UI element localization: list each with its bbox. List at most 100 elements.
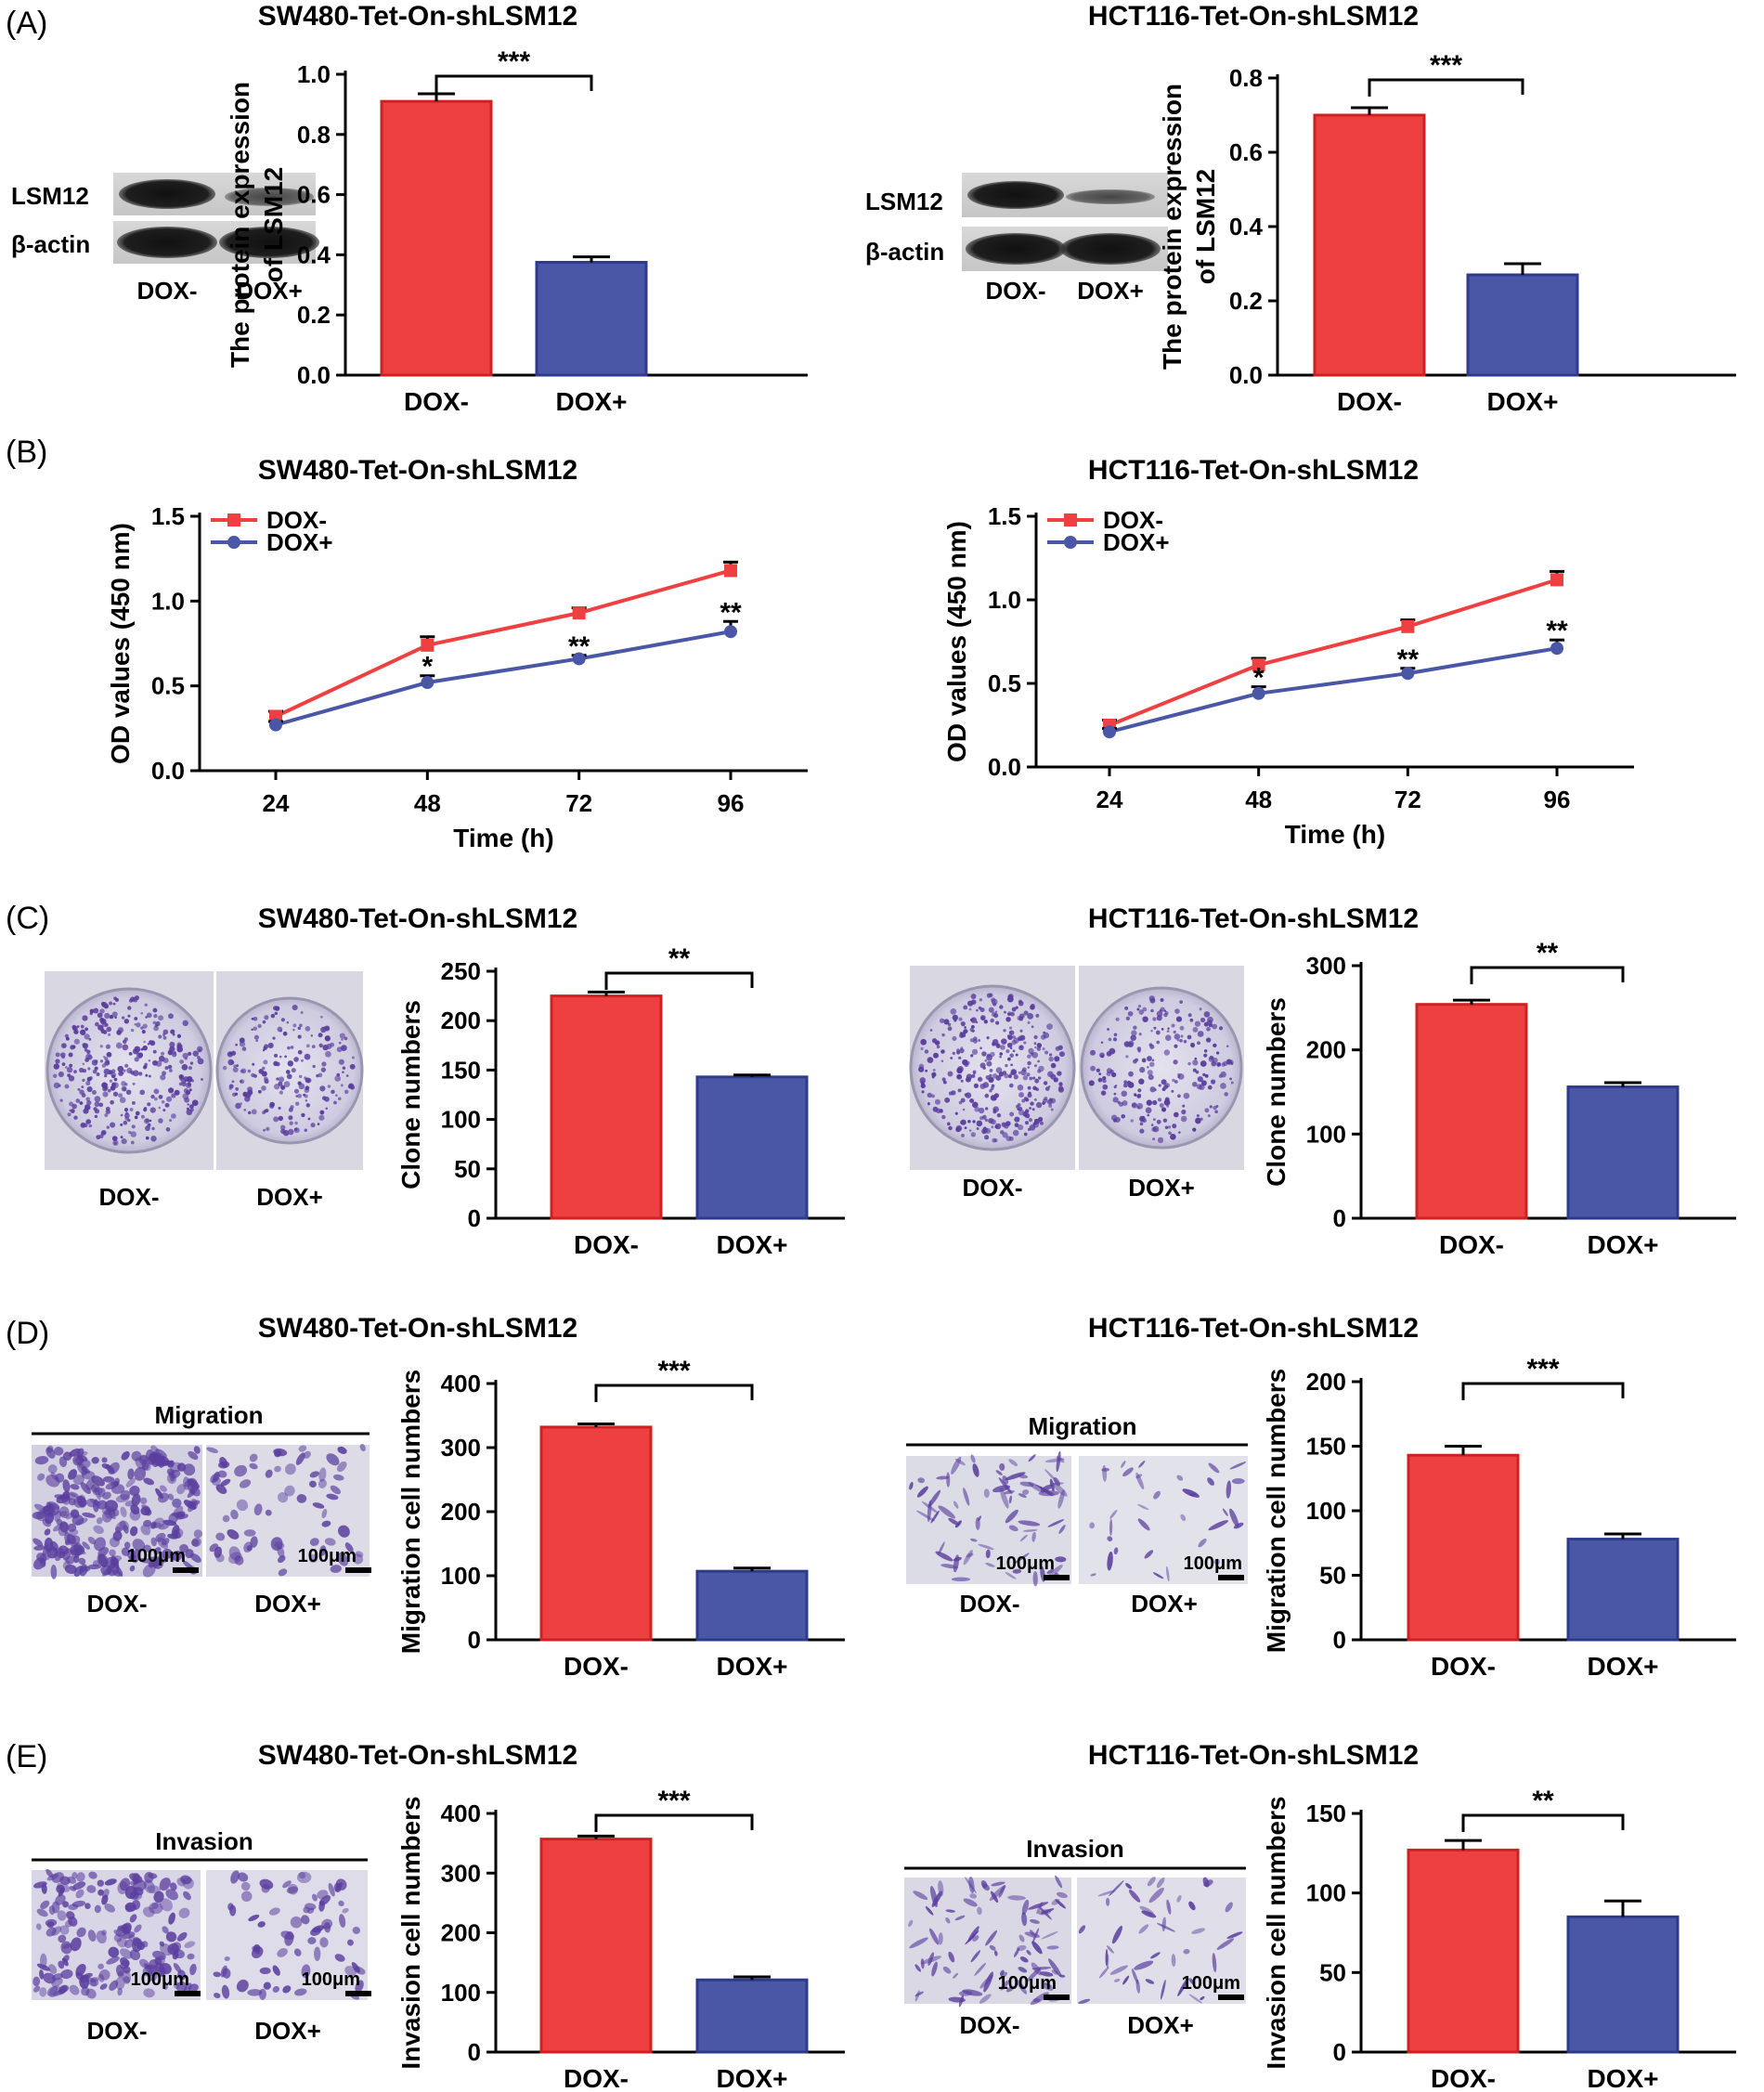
stained-cell	[1012, 1568, 1022, 1574]
stained-cell	[963, 1898, 978, 1907]
colony-dot	[187, 1103, 189, 1106]
y-tick-label: 0.2	[1229, 287, 1263, 315]
colony-dot	[1212, 1023, 1218, 1030]
colony-dot	[1018, 1035, 1023, 1042]
stained-cell	[75, 1963, 86, 1976]
stained-cell	[162, 1519, 177, 1527]
stained-cell	[80, 1566, 91, 1572]
stained-cell	[1121, 1461, 1126, 1468]
colony-dot	[266, 1126, 270, 1132]
colony-dot	[970, 994, 977, 999]
y-tick-label: 0.4	[297, 240, 331, 268]
colony-dot	[160, 1074, 166, 1081]
stained-cell	[40, 1900, 50, 1910]
colony-dot	[1156, 1119, 1161, 1124]
stained-cell	[1055, 1875, 1063, 1889]
stained-cell	[129, 1526, 138, 1537]
colony-dot	[70, 1109, 75, 1113]
colony-dot	[984, 1093, 990, 1098]
colony-dot	[164, 1102, 170, 1108]
colony-dot	[1189, 1018, 1194, 1022]
colony-dot	[1195, 1117, 1201, 1124]
stained-cell	[334, 1882, 343, 1892]
significance-label: **	[1546, 616, 1568, 646]
colony-dot	[1008, 1031, 1012, 1034]
blot-label-actin: β-actin	[11, 230, 90, 258]
stained-cell	[1113, 1547, 1119, 1555]
stained-cell	[1057, 1489, 1065, 1509]
cell-stain	[213, 1870, 366, 2000]
bar-dox-minus	[1313, 113, 1426, 377]
stained-cell	[142, 1906, 155, 1917]
colony-dot	[242, 1091, 249, 1098]
y-axis-label: Clone numbers	[396, 1000, 425, 1189]
y-tick-label: 100	[1306, 1879, 1346, 1907]
colony-dot	[301, 1059, 304, 1062]
y-tick-label: 100	[1306, 1497, 1346, 1525]
colony-dot	[1048, 1103, 1053, 1109]
colony-dot	[1153, 1118, 1156, 1122]
colony-dot	[182, 1020, 188, 1027]
y-tick-label: 0.4	[1229, 213, 1264, 240]
stained-cell	[229, 1904, 237, 1917]
colony-dot	[263, 1059, 268, 1065]
colony-dot	[188, 1088, 192, 1092]
colony-dot	[1009, 1111, 1015, 1117]
colony-dot	[947, 1022, 952, 1027]
y-axis-label: OD values (450 nm)	[106, 523, 135, 764]
stained-cell	[220, 1965, 227, 1978]
colony-dot	[152, 1007, 158, 1013]
stained-cell	[958, 1995, 965, 2008]
colony-dot	[168, 1013, 174, 1020]
stained-cell	[928, 1928, 940, 1945]
colony-dot	[1113, 1092, 1117, 1096]
colony-dot	[98, 1134, 104, 1139]
colony-dot	[1044, 1050, 1049, 1055]
stained-cell	[954, 1915, 966, 1921]
x-axis-label: Time (h)	[453, 824, 553, 852]
colony-dot	[117, 1065, 124, 1072]
colony-dot	[280, 1128, 286, 1135]
colony-dot	[1194, 1057, 1198, 1060]
colony-dot	[1187, 1034, 1192, 1040]
colony-dot	[65, 1066, 68, 1069]
colony-dot	[170, 1029, 175, 1034]
colony-dot	[105, 1044, 111, 1049]
western-blot-right: LSM12 β-actin DOX- DOX+	[865, 173, 1168, 305]
colony-dot	[267, 1042, 274, 1048]
stained-cell	[129, 1486, 140, 1497]
colony-dot	[1202, 1072, 1206, 1077]
x-tick-label: 96	[1544, 786, 1571, 813]
colony-dot	[162, 1058, 169, 1063]
colony-dot	[297, 1093, 303, 1098]
stained-cell	[59, 1925, 70, 1935]
stained-cell	[97, 1889, 104, 1896]
colony-dot	[153, 1025, 160, 1032]
colony-dot	[82, 1069, 86, 1073]
stained-cell	[64, 1564, 77, 1574]
stained-cell	[1180, 1514, 1187, 1522]
colony-dot	[122, 1044, 129, 1051]
stained-cell	[221, 1984, 230, 1999]
colony-dot	[1004, 1123, 1009, 1129]
colony-dot	[117, 1027, 124, 1033]
colony-dot	[243, 1109, 247, 1111]
colony-dot	[89, 1008, 95, 1014]
blot-label-dox-minus: DOX-	[986, 277, 1046, 305]
colony-dot	[1057, 1071, 1062, 1076]
colony-dot	[1090, 1065, 1096, 1072]
stained-cell	[296, 1871, 312, 1884]
image-label-dox-plus: DOX+	[254, 1590, 321, 1618]
stained-cell	[1113, 1978, 1121, 1982]
colony-dot	[145, 1118, 149, 1123]
colony-dot	[990, 1018, 994, 1023]
colony-dot	[941, 1077, 946, 1082]
stained-cell	[127, 1468, 135, 1480]
colony-dot	[140, 1114, 145, 1119]
colony-dot	[1174, 1080, 1178, 1084]
colony-dot	[143, 1064, 148, 1069]
stained-cell	[148, 1970, 158, 1982]
image-label-dox-plus: DOX+	[1128, 1174, 1195, 1202]
colony-dot	[273, 1116, 279, 1123]
stained-cell	[55, 1894, 66, 1905]
